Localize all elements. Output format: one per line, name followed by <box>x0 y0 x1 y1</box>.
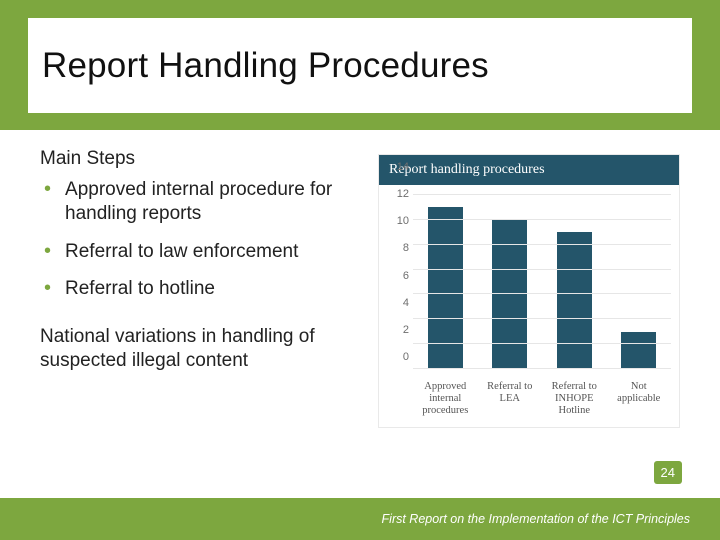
page-number-badge: 24 <box>654 461 682 484</box>
chart-panel: Report handling procedures 0 2 4 6 8 10 12 14 A… <box>378 154 680 428</box>
left-column: Main Steps • Approved internal procedure… <box>40 148 360 460</box>
bullet-dot-icon: • <box>44 240 51 262</box>
grid-line <box>413 368 671 369</box>
right-column: Report handling procedures 0 2 4 6 8 10 12 14 A… <box>378 148 680 460</box>
grid-line <box>413 343 671 344</box>
y-tick-label: 12 <box>383 188 409 200</box>
y-tick-label: 4 <box>383 297 409 309</box>
subhead: Main Steps <box>40 148 360 170</box>
x-tick-label: Approved internal procedures <box>417 381 474 417</box>
bullet-text: Referral to hotline <box>65 277 215 301</box>
y-tick-label: 8 <box>383 242 409 254</box>
bullet-item: • Referral to hotline <box>40 277 360 301</box>
bullet-item: • Referral to law enforcement <box>40 240 360 264</box>
chart-plot <box>413 195 671 369</box>
x-axis-labels: Approved internal proceduresReferral to … <box>379 375 679 427</box>
bar <box>557 232 592 369</box>
grid-line <box>413 269 671 270</box>
grid-line <box>413 293 671 294</box>
note-text: National variations in handling of suspe… <box>40 325 360 373</box>
grid-line <box>413 318 671 319</box>
bullet-text: Referral to law enforcement <box>65 240 298 264</box>
y-tick-label: 2 <box>383 324 409 336</box>
footer-text: First Report on the Implementation of th… <box>382 512 690 526</box>
bullet-list: • Approved internal procedure for handli… <box>40 178 360 301</box>
bullet-dot-icon: • <box>44 178 51 200</box>
footer-bar: First Report on the Implementation of th… <box>0 498 720 540</box>
bar <box>621 332 656 369</box>
grid-line <box>413 244 671 245</box>
grid-line <box>413 194 671 195</box>
bar <box>428 207 463 369</box>
x-tick-label: Referral to LEA <box>481 381 538 417</box>
x-tick-label: Referral to INHOPE Hotline <box>546 381 603 417</box>
header-band: Report Handling Procedures <box>0 0 720 130</box>
y-tick-label: 14 <box>383 161 409 173</box>
title-box: Report Handling Procedures <box>28 18 692 113</box>
bullet-item: • Approved internal procedure for handli… <box>40 178 360 226</box>
y-tick-label: 0 <box>383 351 409 363</box>
bullet-text: Approved internal procedure for handling… <box>65 178 360 226</box>
y-tick-label: 6 <box>383 270 409 282</box>
slide: Report Handling Procedures Main Steps • … <box>0 0 720 540</box>
slide-title: Report Handling Procedures <box>42 46 489 86</box>
body: Main Steps • Approved internal procedure… <box>40 148 680 460</box>
x-tick-label: Not applicable <box>610 381 667 417</box>
y-tick-label: 10 <box>383 215 409 227</box>
bullet-dot-icon: • <box>44 277 51 299</box>
grid-line <box>413 219 671 220</box>
chart-area: 02468101214 <box>379 185 679 375</box>
chart-title: Report handling procedures <box>379 155 679 185</box>
